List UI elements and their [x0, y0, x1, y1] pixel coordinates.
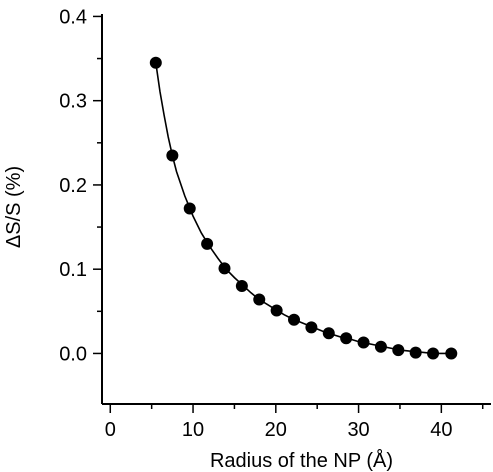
- data-point: [427, 347, 440, 360]
- data-point: [183, 202, 196, 215]
- y-tick-label: 0.2: [59, 175, 87, 197]
- data-point: [253, 293, 266, 306]
- data-point: [409, 346, 422, 359]
- data-point: [392, 344, 405, 357]
- x-tick-label: 40: [430, 419, 452, 441]
- data-point: [374, 340, 387, 353]
- fit-curve-line: [155, 62, 452, 355]
- x-tick-label: 0: [105, 419, 116, 441]
- x-axis-ticks: 0 10 20 30 40: [105, 404, 484, 441]
- data-point: [235, 280, 248, 293]
- data-point: [322, 327, 335, 340]
- data-point: [305, 321, 318, 334]
- x-tick-label: 30: [347, 419, 369, 441]
- data-point: [149, 56, 162, 69]
- y-tick-label: 0.4: [59, 6, 87, 28]
- data-point: [445, 347, 458, 360]
- data-point: [357, 336, 370, 349]
- data-point: [201, 237, 214, 250]
- data-point: [288, 313, 301, 326]
- data-point: [270, 304, 283, 317]
- y-axis-ticks: 0.0 0.1 0.2 0.3 0.4: [59, 6, 102, 365]
- data-point: [166, 149, 179, 162]
- y-tick-label: 0.1: [59, 259, 87, 281]
- y-axis-title: ΔS/S (%): [3, 166, 25, 248]
- x-tick-label: 10: [182, 419, 204, 441]
- data-point: [218, 262, 231, 275]
- x-axis-title: Radius of the NP (Å): [210, 449, 393, 472]
- plot-area: [149, 56, 458, 360]
- x-tick-label: 20: [265, 419, 287, 441]
- y-tick-label: 0.0: [59, 343, 87, 365]
- y-tick-label: 0.3: [59, 91, 87, 113]
- data-point: [340, 332, 353, 345]
